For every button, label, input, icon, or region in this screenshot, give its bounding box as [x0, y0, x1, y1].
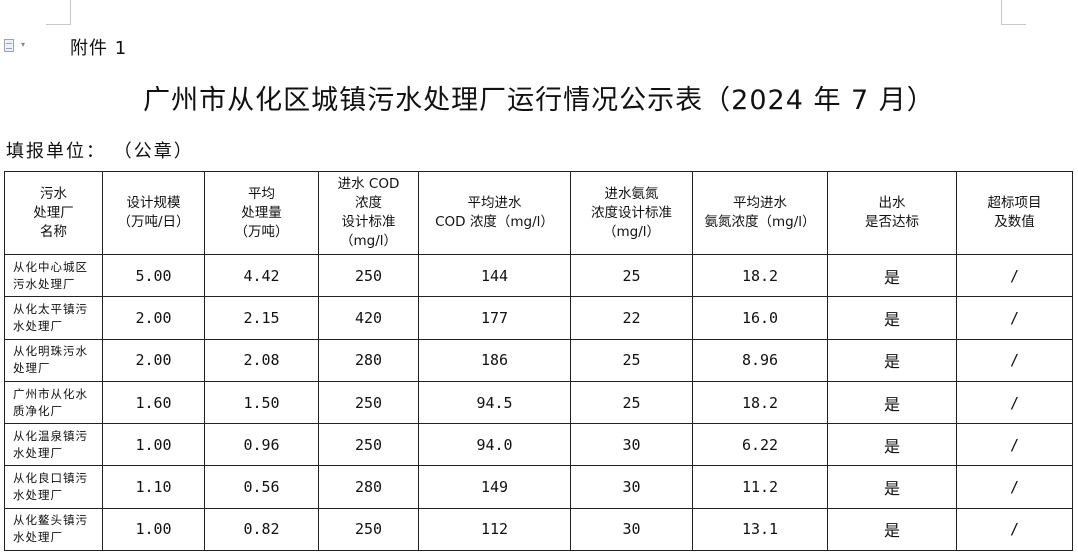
table-header-row: 污水 处理厂 名称 设计规模 （万吨/日） 平均 处理量 （万吨） 进水 COD…	[4, 171, 1073, 255]
compliance-cell: 是	[827, 380, 957, 425]
plant-name-cell: 从化太平镇污水处理厂	[4, 296, 103, 340]
compliance-cell: 是	[827, 423, 957, 467]
plant-name-cell: 从化温泉镇污水处理厂	[4, 423, 103, 467]
attachment-label: 附件 1	[70, 38, 128, 59]
table-row: 从化明珠污水处理厂 2.00 2.08 280 186 25 8.96 是 /	[4, 338, 1073, 382]
table-row: 广州市从化水质净化厂 1.60 1.50 250 94.5 25 18.2 是 …	[4, 380, 1073, 425]
document-icon[interactable]	[4, 38, 16, 52]
compliance-cell: 是	[827, 338, 957, 382]
compliance-cell: 是	[827, 253, 957, 298]
ammonia-standard-cell: 22	[570, 296, 693, 340]
ammonia-average-cell: 18.2	[692, 253, 828, 298]
ammonia-standard-cell: 30	[570, 507, 693, 552]
column-header: 进水 COD 浓度 设计标准 （mg/l）	[318, 171, 419, 255]
avg-volume-cell: 1.50	[204, 380, 319, 425]
ammonia-average-cell: 8.96	[692, 338, 828, 382]
exceedance-cell: /	[956, 423, 1073, 467]
table-row: 从化中心城区污水处理厂 5.00 4.42 250 144 25 18.2 是 …	[4, 253, 1073, 298]
table-row: 从化太平镇污水处理厂 2.00 2.15 420 177 22 16.0 是 /	[4, 296, 1073, 340]
column-header: 出水 是否达标	[827, 171, 957, 255]
cod-average-cell: 112	[418, 507, 571, 552]
avg-volume-cell: 4.42	[204, 253, 319, 298]
ammonia-standard-cell: 30	[570, 423, 693, 467]
cod-standard-cell: 250	[318, 507, 419, 552]
exceedance-cell: /	[956, 465, 1073, 509]
column-header: 超标项目 及数值	[956, 171, 1073, 255]
avg-volume-cell: 0.56	[204, 465, 319, 509]
column-header: 平均进水 氨氮浓度（mg/l）	[692, 171, 828, 255]
ammonia-average-cell: 16.0	[692, 296, 828, 340]
wastewater-report-table: 污水 处理厂 名称 设计规模 （万吨/日） 平均 处理量 （万吨） 进水 COD…	[4, 171, 1073, 552]
capacity-cell: 1.60	[102, 380, 205, 425]
exceedance-cell: /	[956, 253, 1073, 298]
capacity-cell: 1.00	[102, 507, 205, 552]
avg-volume-cell: 2.15	[204, 296, 319, 340]
cod-standard-cell: 280	[318, 465, 419, 509]
cod-average-cell: 186	[418, 338, 571, 382]
cod-standard-cell: 250	[318, 380, 419, 425]
capacity-cell: 1.10	[102, 465, 205, 509]
cod-average-cell: 94.5	[418, 380, 571, 425]
column-header: 污水 处理厂 名称	[4, 171, 103, 255]
page-corner-mark-right	[1001, 0, 1026, 25]
cod-standard-cell: 420	[318, 296, 419, 340]
plant-name-cell: 从化鳌头镇污水处理厂	[4, 507, 103, 552]
table-row: 从化良口镇污水处理厂 1.10 0.56 280 149 30 11.2 是 /	[4, 465, 1073, 509]
cod-standard-cell: 250	[318, 423, 419, 467]
avg-volume-cell: 0.96	[204, 423, 319, 467]
chevron-down-icon[interactable]: ▾	[21, 40, 26, 49]
capacity-cell: 1.00	[102, 423, 205, 467]
exceedance-cell: /	[956, 338, 1073, 382]
compliance-cell: 是	[827, 465, 957, 509]
table-row: 从化鳌头镇污水处理厂 1.00 0.82 250 112 30 13.1 是 /	[4, 507, 1073, 552]
plant-name-cell: 广州市从化水质净化厂	[4, 380, 103, 425]
ammonia-standard-cell: 25	[570, 380, 693, 425]
ammonia-average-cell: 18.2	[692, 380, 828, 425]
column-header: 平均 处理量 （万吨）	[204, 171, 319, 255]
avg-volume-cell: 0.82	[204, 507, 319, 552]
ammonia-average-cell: 11.2	[692, 465, 828, 509]
avg-volume-cell: 2.08	[204, 338, 319, 382]
compliance-cell: 是	[827, 507, 957, 552]
exceedance-cell: /	[956, 507, 1073, 552]
cod-average-cell: 149	[418, 465, 571, 509]
column-header: 平均进水 COD 浓度（mg/l）	[418, 171, 571, 255]
exceedance-cell: /	[956, 380, 1073, 425]
table-row: 从化温泉镇污水处理厂 1.00 0.96 250 94.0 30 6.22 是 …	[4, 423, 1073, 467]
reporter-label: 填报单位： （公章）	[6, 141, 194, 162]
plant-name-cell: 从化良口镇污水处理厂	[4, 465, 103, 509]
ammonia-average-cell: 13.1	[692, 507, 828, 552]
plant-name-cell: 从化明珠污水处理厂	[4, 338, 103, 382]
capacity-cell: 2.00	[102, 338, 205, 382]
cod-average-cell: 144	[418, 253, 571, 298]
column-header: 设计规模 （万吨/日）	[102, 171, 205, 255]
cod-average-cell: 177	[418, 296, 571, 340]
page-title: 广州市从化区城镇污水处理厂运行情况公示表（2024 年 7 月）	[143, 85, 935, 116]
capacity-cell: 5.00	[102, 253, 205, 298]
ammonia-standard-cell: 30	[570, 465, 693, 509]
cod-standard-cell: 280	[318, 338, 419, 382]
exceedance-cell: /	[956, 296, 1073, 340]
plant-name-cell: 从化中心城区污水处理厂	[4, 253, 103, 298]
column-header: 进水氨氮 浓度设计标准 （mg/l）	[570, 171, 693, 255]
cod-standard-cell: 250	[318, 253, 419, 298]
compliance-cell: 是	[827, 296, 957, 340]
cod-average-cell: 94.0	[418, 423, 571, 467]
ammonia-average-cell: 6.22	[692, 423, 828, 467]
ammonia-standard-cell: 25	[570, 253, 693, 298]
ammonia-standard-cell: 25	[570, 338, 693, 382]
capacity-cell: 2.00	[102, 296, 205, 340]
page-corner-mark-left	[46, 0, 71, 25]
